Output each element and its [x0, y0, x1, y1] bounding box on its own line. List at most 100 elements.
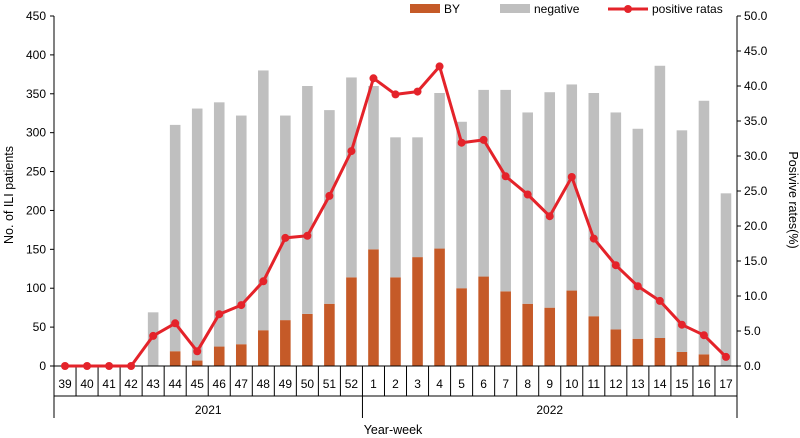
negative-bar	[324, 110, 335, 304]
positive-rate-point	[721, 352, 730, 361]
by-bar	[213, 346, 225, 366]
by-bar	[258, 330, 269, 366]
category-label: 5	[458, 377, 465, 391]
category-label: 4	[436, 377, 443, 391]
left-tick-label: 100	[26, 281, 46, 295]
bars-layer	[147, 65, 732, 366]
x-axis-title: Year-week	[364, 423, 423, 437]
negative-bar	[588, 93, 600, 317]
negative-bar	[456, 121, 467, 289]
category-label: 10	[565, 377, 579, 391]
positive-rate-point	[171, 319, 180, 328]
positive-rate-point	[633, 282, 642, 291]
legend-swatch-by	[410, 4, 440, 13]
negative-bar	[478, 89, 489, 277]
by-bar	[588, 316, 600, 366]
positive-rate-point	[303, 231, 312, 240]
by-bar	[324, 303, 335, 366]
positive-rate-point	[457, 138, 466, 147]
right-tick-label: 35.0	[744, 114, 768, 128]
negative-bar	[346, 77, 357, 278]
left-tick-label: 400	[26, 48, 46, 62]
category-label: 8	[524, 377, 531, 391]
negative-bar	[522, 112, 533, 304]
left-tick-label: 300	[26, 126, 46, 140]
positive-rate-point	[611, 261, 620, 270]
positive-rate-line-layer	[61, 62, 730, 370]
category-label: 49	[279, 377, 293, 391]
category-label: 6	[480, 377, 487, 391]
positive-rate-point	[215, 310, 224, 319]
negative-bar	[390, 137, 401, 278]
negative-bar	[566, 84, 578, 291]
negative-bar	[235, 115, 247, 345]
negative-bar	[544, 92, 556, 308]
legend-swatch-negative	[500, 4, 530, 13]
positive-rate-point	[677, 320, 686, 329]
legend: BY negative positive ratas	[410, 2, 723, 16]
negative-bar	[676, 130, 688, 352]
category-label: 9	[546, 377, 553, 391]
category-label: 50	[301, 377, 315, 391]
by-bar	[368, 249, 379, 366]
by-bar	[412, 257, 423, 366]
left-tick-label: 350	[26, 87, 46, 101]
right-axis-title: Posivive rates(%)	[786, 151, 800, 248]
negative-bar	[213, 102, 225, 347]
by-bar	[346, 277, 357, 366]
by-bar	[169, 351, 181, 366]
right-tick-label: 25.0	[744, 184, 768, 198]
positive-rate-point	[655, 296, 664, 305]
by-bar	[654, 338, 666, 366]
positive-rate-point	[105, 362, 114, 370]
legend-label-negative: negative	[534, 2, 580, 16]
positive-rate-point	[523, 190, 532, 199]
category-label: 39	[58, 377, 72, 391]
negative-bar	[720, 193, 732, 366]
year-label: 2022	[536, 403, 563, 417]
positive-rate-point	[545, 212, 554, 221]
year-label: 2021	[195, 403, 222, 417]
category-label: 2	[392, 377, 399, 391]
positive-rate-point	[83, 362, 92, 370]
category-label: 16	[697, 377, 711, 391]
right-tick-label: 5.0	[744, 324, 761, 338]
left-tick-label: 50	[33, 320, 47, 334]
category-label: 13	[631, 377, 645, 391]
positive-rate-point	[369, 74, 378, 83]
category-label: 1	[370, 377, 377, 391]
by-bar	[191, 360, 203, 366]
by-bar	[235, 344, 247, 366]
negative-bar	[412, 137, 423, 258]
category-label: 45	[191, 377, 205, 391]
positive-rate-point	[501, 172, 510, 181]
positive-rate-point	[259, 277, 268, 286]
negative-bar	[654, 65, 666, 339]
positive-rate-point	[347, 147, 356, 156]
positive-rate-point	[567, 173, 576, 181]
positive-rate-point	[325, 191, 334, 200]
right-tick-label: 20.0	[744, 219, 768, 233]
positive-rate-point	[479, 135, 488, 144]
category-label: 3	[414, 377, 421, 391]
category-label: 7	[502, 377, 509, 391]
category-label: 40	[80, 377, 94, 391]
negative-bar	[258, 70, 269, 331]
category-label: 41	[102, 377, 116, 391]
by-bar	[698, 354, 710, 366]
positive-rate-point	[149, 331, 158, 340]
category-label: 43	[146, 377, 160, 391]
category-label: 12	[609, 377, 623, 391]
by-bar	[676, 352, 688, 366]
by-bar	[434, 248, 445, 366]
negative-bar	[610, 112, 622, 330]
negative-bar	[368, 86, 379, 250]
positive-rate-point	[281, 233, 290, 242]
category-label: 14	[653, 377, 667, 391]
negative-bar	[500, 89, 511, 292]
left-axis-title: No. of ILI patients	[2, 146, 16, 244]
positive-rate-point	[413, 87, 422, 96]
negative-bar	[191, 108, 203, 361]
negative-bar	[698, 100, 710, 355]
axes-layer: 0501001502002503003504004500.05.010.015.…	[26, 9, 768, 418]
